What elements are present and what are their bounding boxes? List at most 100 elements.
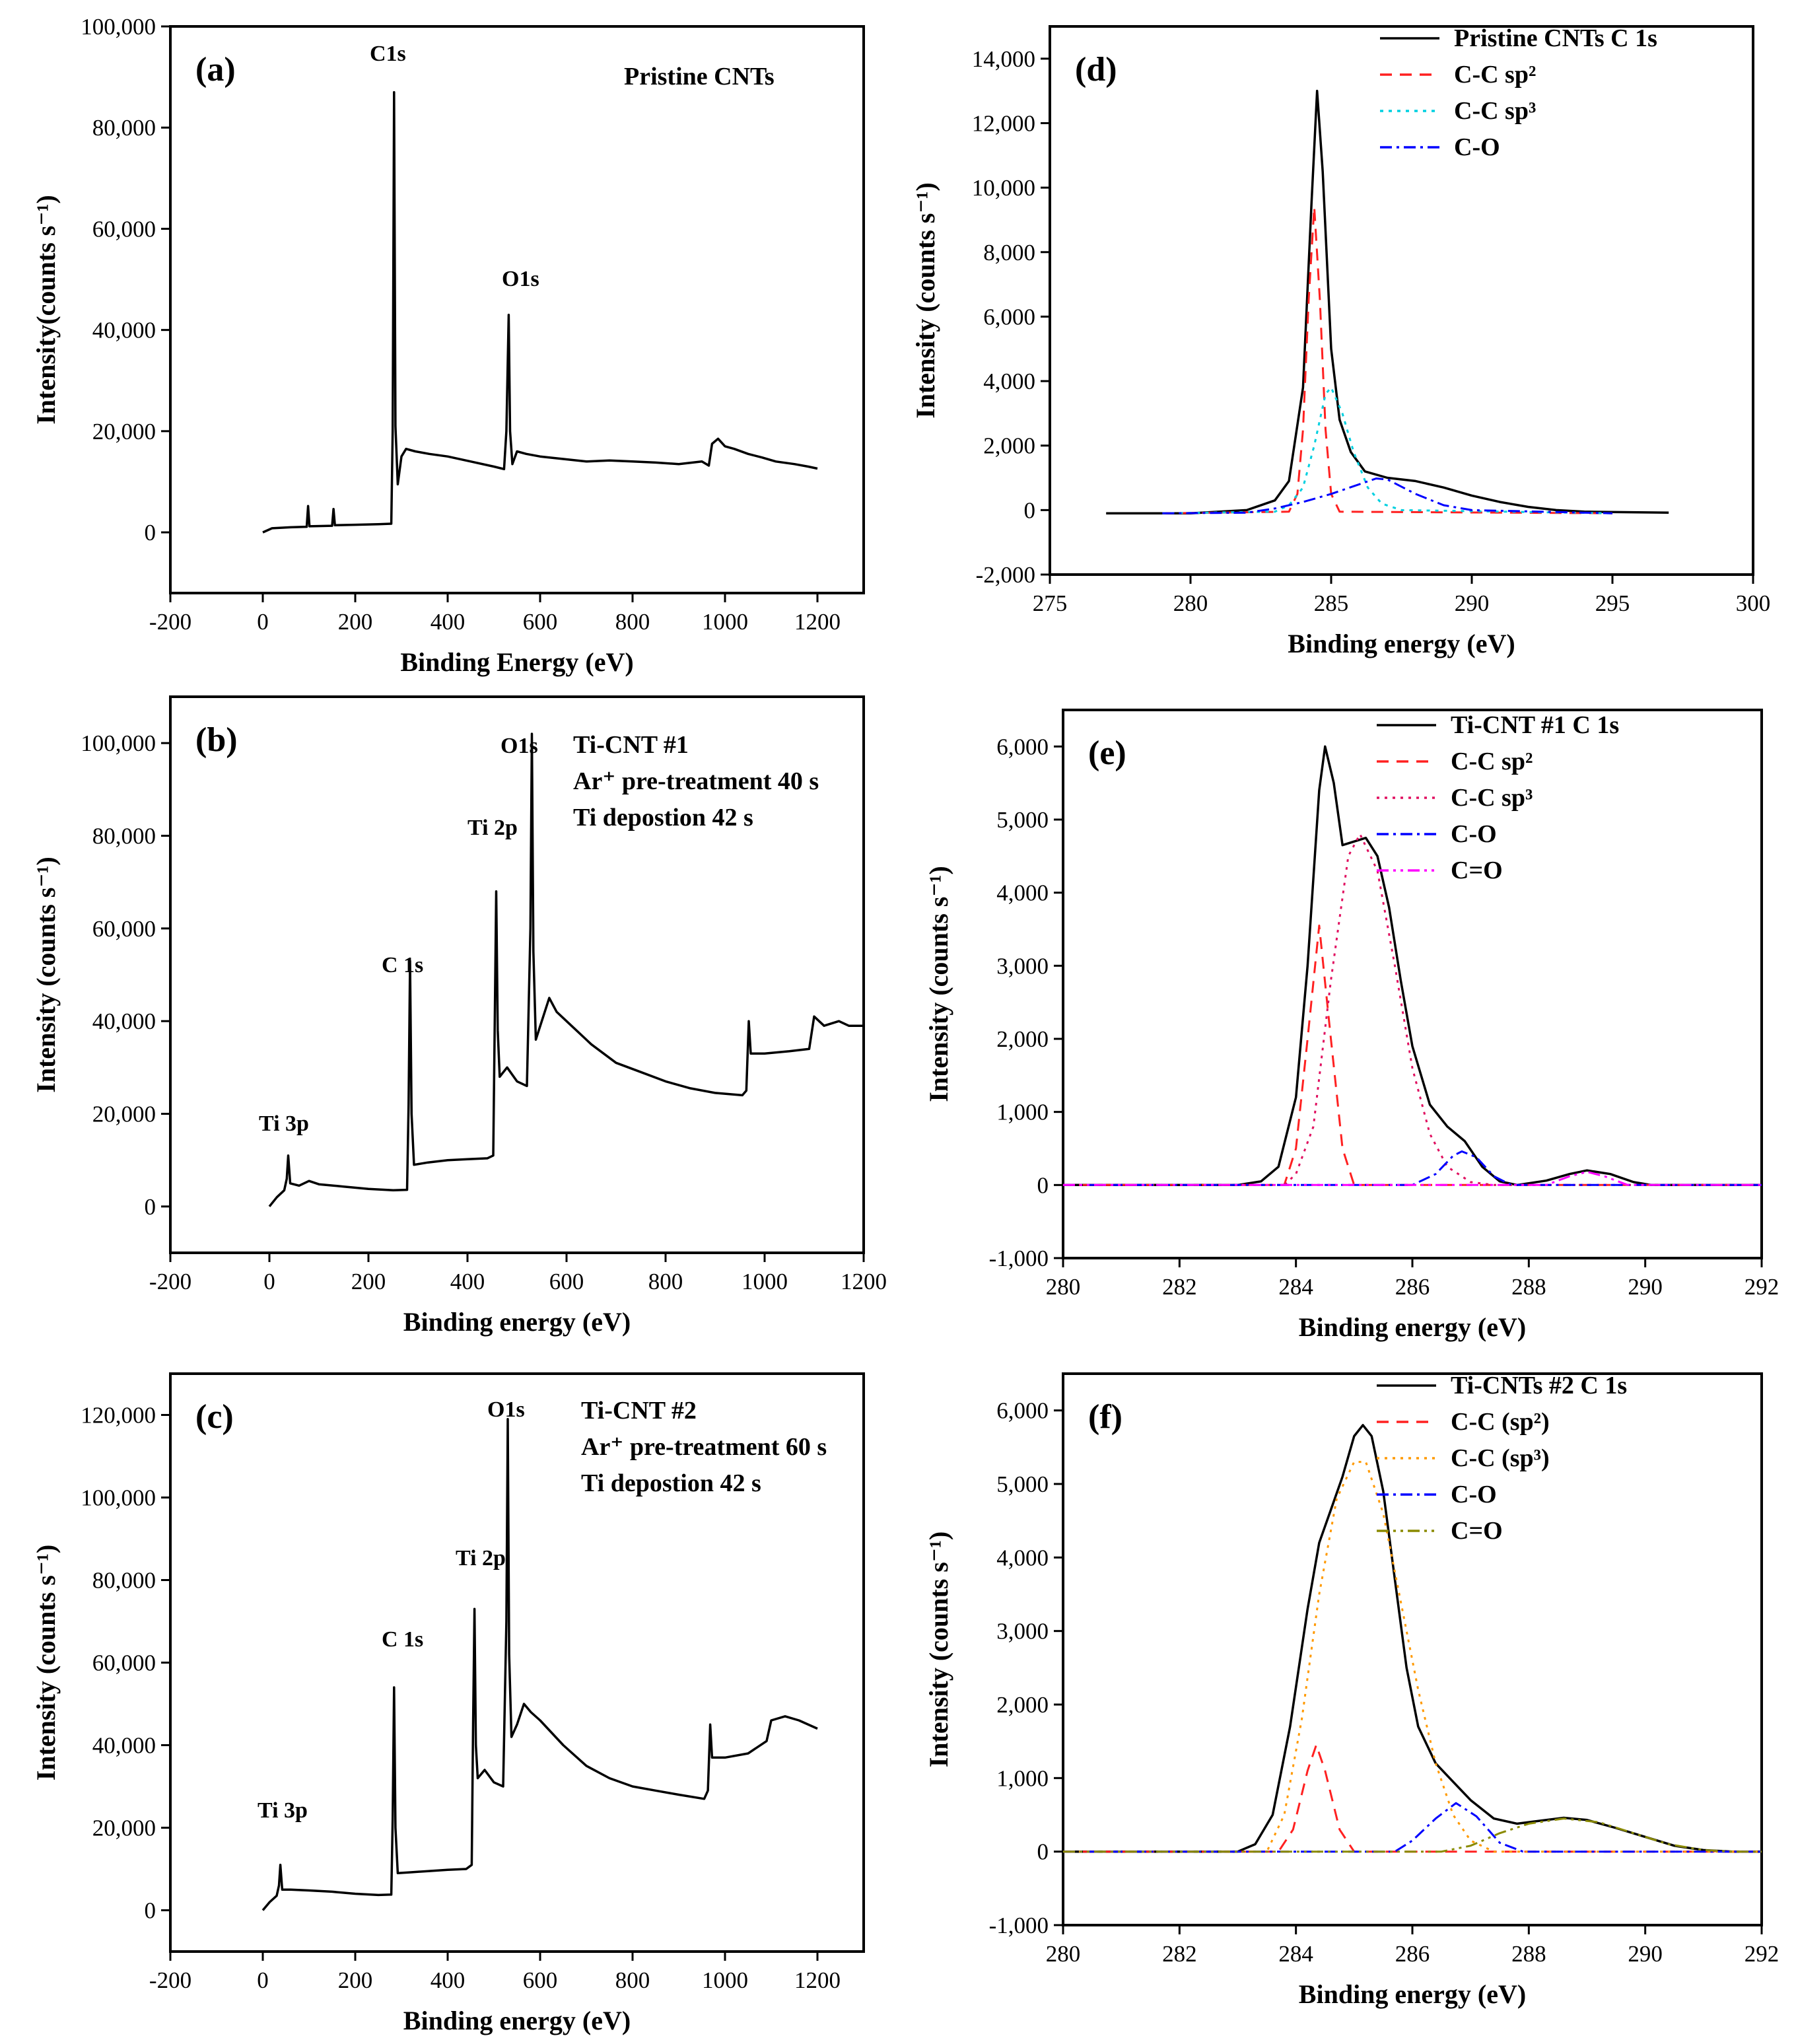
plot-frame: [169, 25, 865, 594]
panel-f: 280 282 284 286 288 290 292 -1,000 0 1,000 2,000 3,…: [924, 1372, 1779, 2009]
x-tick-label: 400: [431, 609, 466, 635]
y-tick-label: 80,000: [92, 115, 156, 141]
y-axis-label: Intensity (counts s⁻¹): [924, 866, 953, 1102]
y-tick-label: 4,000: [996, 880, 1049, 906]
x-tick-label: 1200: [794, 1967, 841, 1993]
sample-info-line: Ar⁺ pre-treatment 60 s: [581, 1433, 827, 1461]
series-line: [1063, 1150, 1762, 1186]
y-tick-label: 40,000: [92, 1008, 156, 1034]
panel-label: (d): [1075, 51, 1117, 88]
series-line: [1063, 1744, 1762, 1853]
y-tick-label: 12,000: [972, 110, 1035, 136]
y-tick-label: 120,000: [81, 1403, 156, 1428]
y-tick-label: 5,000: [996, 807, 1049, 833]
x-tick-label: 200: [338, 1967, 373, 1993]
x-tick-label: -200: [149, 609, 191, 635]
legend-label: C-C (sp³): [1451, 1444, 1550, 1472]
series-line: [1162, 477, 1613, 514]
peak-label: C1s: [370, 42, 406, 66]
y-tick-label: 0: [1037, 1172, 1049, 1198]
x-tick-label: 1200: [794, 609, 841, 635]
y-tick-label: 1,000: [996, 1100, 1049, 1125]
legend-label: C-C sp²: [1451, 748, 1533, 775]
peak-label: Ti 3p: [258, 1798, 308, 1823]
y-tick-label: 0: [145, 1898, 156, 1924]
sample-info-line: Pristine CNTs: [624, 63, 775, 90]
x-tick-label: 300: [1736, 590, 1771, 616]
y-tick-label: 20,000: [92, 419, 156, 444]
legend-label: Ti-CNT #1 C 1s: [1451, 711, 1619, 739]
series-line: [1063, 1461, 1762, 1853]
y-tick-label: -2,000: [976, 562, 1035, 588]
y-tick-label: 40,000: [92, 318, 156, 343]
panel-d: 275 280 285 290 295 300 -2,000 0 2,000 4,000 6,000…: [911, 24, 1770, 658]
peak-label: C 1s: [382, 953, 423, 977]
x-tick-label: 800: [615, 1967, 650, 1993]
series-line: [1063, 1424, 1762, 1853]
x-tick-label: 280: [1046, 1274, 1081, 1300]
y-tick-label: 100,000: [81, 730, 156, 756]
panel-label: (e): [1088, 734, 1126, 772]
panel-b: -200 0 200 400 600 800 1000 1200 0 20,000 40,000 60…: [31, 695, 887, 1337]
series-line: [1063, 1817, 1762, 1853]
series-line: [1063, 1170, 1762, 1186]
peak-label: O1s: [502, 267, 539, 291]
x-tick-label: 292: [1744, 1274, 1779, 1300]
peak-label: O1s: [501, 734, 538, 758]
plot-frame: [1049, 25, 1754, 576]
y-tick-label: 0: [145, 520, 156, 546]
y-axis-label: Intensity (counts s⁻¹): [924, 1532, 953, 1768]
sample-info-line: Ti depostion 42 s: [573, 804, 753, 831]
x-tick-label: 0: [257, 609, 269, 635]
x-tick-label: 282: [1162, 1941, 1197, 1967]
y-tick-label: 80,000: [92, 824, 156, 849]
series-line: [1063, 1802, 1762, 1853]
x-tick-label: 292: [1744, 1941, 1779, 1967]
x-axis-label: Binding energy (eV): [1288, 629, 1515, 658]
y-axis-label: Intensity (counts s⁻¹): [911, 182, 940, 419]
legend-label: C-C sp³: [1451, 784, 1533, 812]
sample-info-line: Ti depostion 42 s: [581, 1469, 761, 1497]
y-tick-label: 0: [1024, 497, 1036, 523]
panel-label: (a): [195, 51, 236, 88]
y-tick-label: 2,000: [996, 1692, 1049, 1718]
sample-info-line: Ar⁺ pre-treatment 40 s: [573, 767, 819, 795]
y-tick-label: 6,000: [996, 734, 1049, 759]
peak-label: C 1s: [382, 1627, 423, 1652]
peak-label: O1s: [487, 1397, 525, 1422]
x-tick-label: 285: [1314, 590, 1349, 616]
y-tick-label: 4,000: [983, 369, 1035, 394]
x-tick-label: 288: [1511, 1274, 1546, 1300]
y-tick-label: 60,000: [92, 916, 156, 942]
x-tick-label: 800: [648, 1269, 683, 1294]
series-line: [1106, 89, 1669, 514]
peak-label: Ti 2p: [456, 1546, 506, 1570]
x-tick-label: 280: [1173, 590, 1208, 616]
legend-label: C-C sp²: [1454, 61, 1536, 88]
x-tick-label: 1000: [742, 1269, 788, 1294]
x-tick-label: 284: [1278, 1941, 1313, 1967]
y-tick-label: 6,000: [983, 304, 1035, 330]
y-tick-label: 14,000: [972, 46, 1035, 72]
x-tick-label: 0: [257, 1967, 269, 1993]
x-tick-label: 290: [1628, 1941, 1663, 1967]
y-tick-label: 0: [145, 1194, 156, 1220]
legend-label: C-O: [1454, 133, 1500, 161]
x-tick-label: 600: [523, 609, 558, 635]
panel-c: -200 0 200 400 600 800 1000 1200 0 20,000 40,000 60…: [31, 1372, 865, 2035]
y-axis-label: Intensity (counts s⁻¹): [31, 1545, 61, 1781]
x-tick-label: -200: [149, 1269, 191, 1294]
x-axis-label: Binding energy (eV): [1299, 1979, 1526, 2009]
legend-label: C=O: [1451, 857, 1503, 884]
series-line: [268, 732, 864, 1207]
x-tick-label: 1000: [702, 1967, 748, 1993]
series-line: [1162, 386, 1613, 514]
panel-label: (b): [195, 721, 238, 759]
x-tick-label: 1200: [841, 1269, 887, 1294]
y-tick-label: 10,000: [972, 175, 1035, 201]
x-tick-label: 284: [1278, 1274, 1313, 1300]
y-tick-label: 6,000: [996, 1398, 1049, 1424]
x-tick-label: 400: [450, 1269, 485, 1294]
y-tick-label: 20,000: [92, 1102, 156, 1127]
